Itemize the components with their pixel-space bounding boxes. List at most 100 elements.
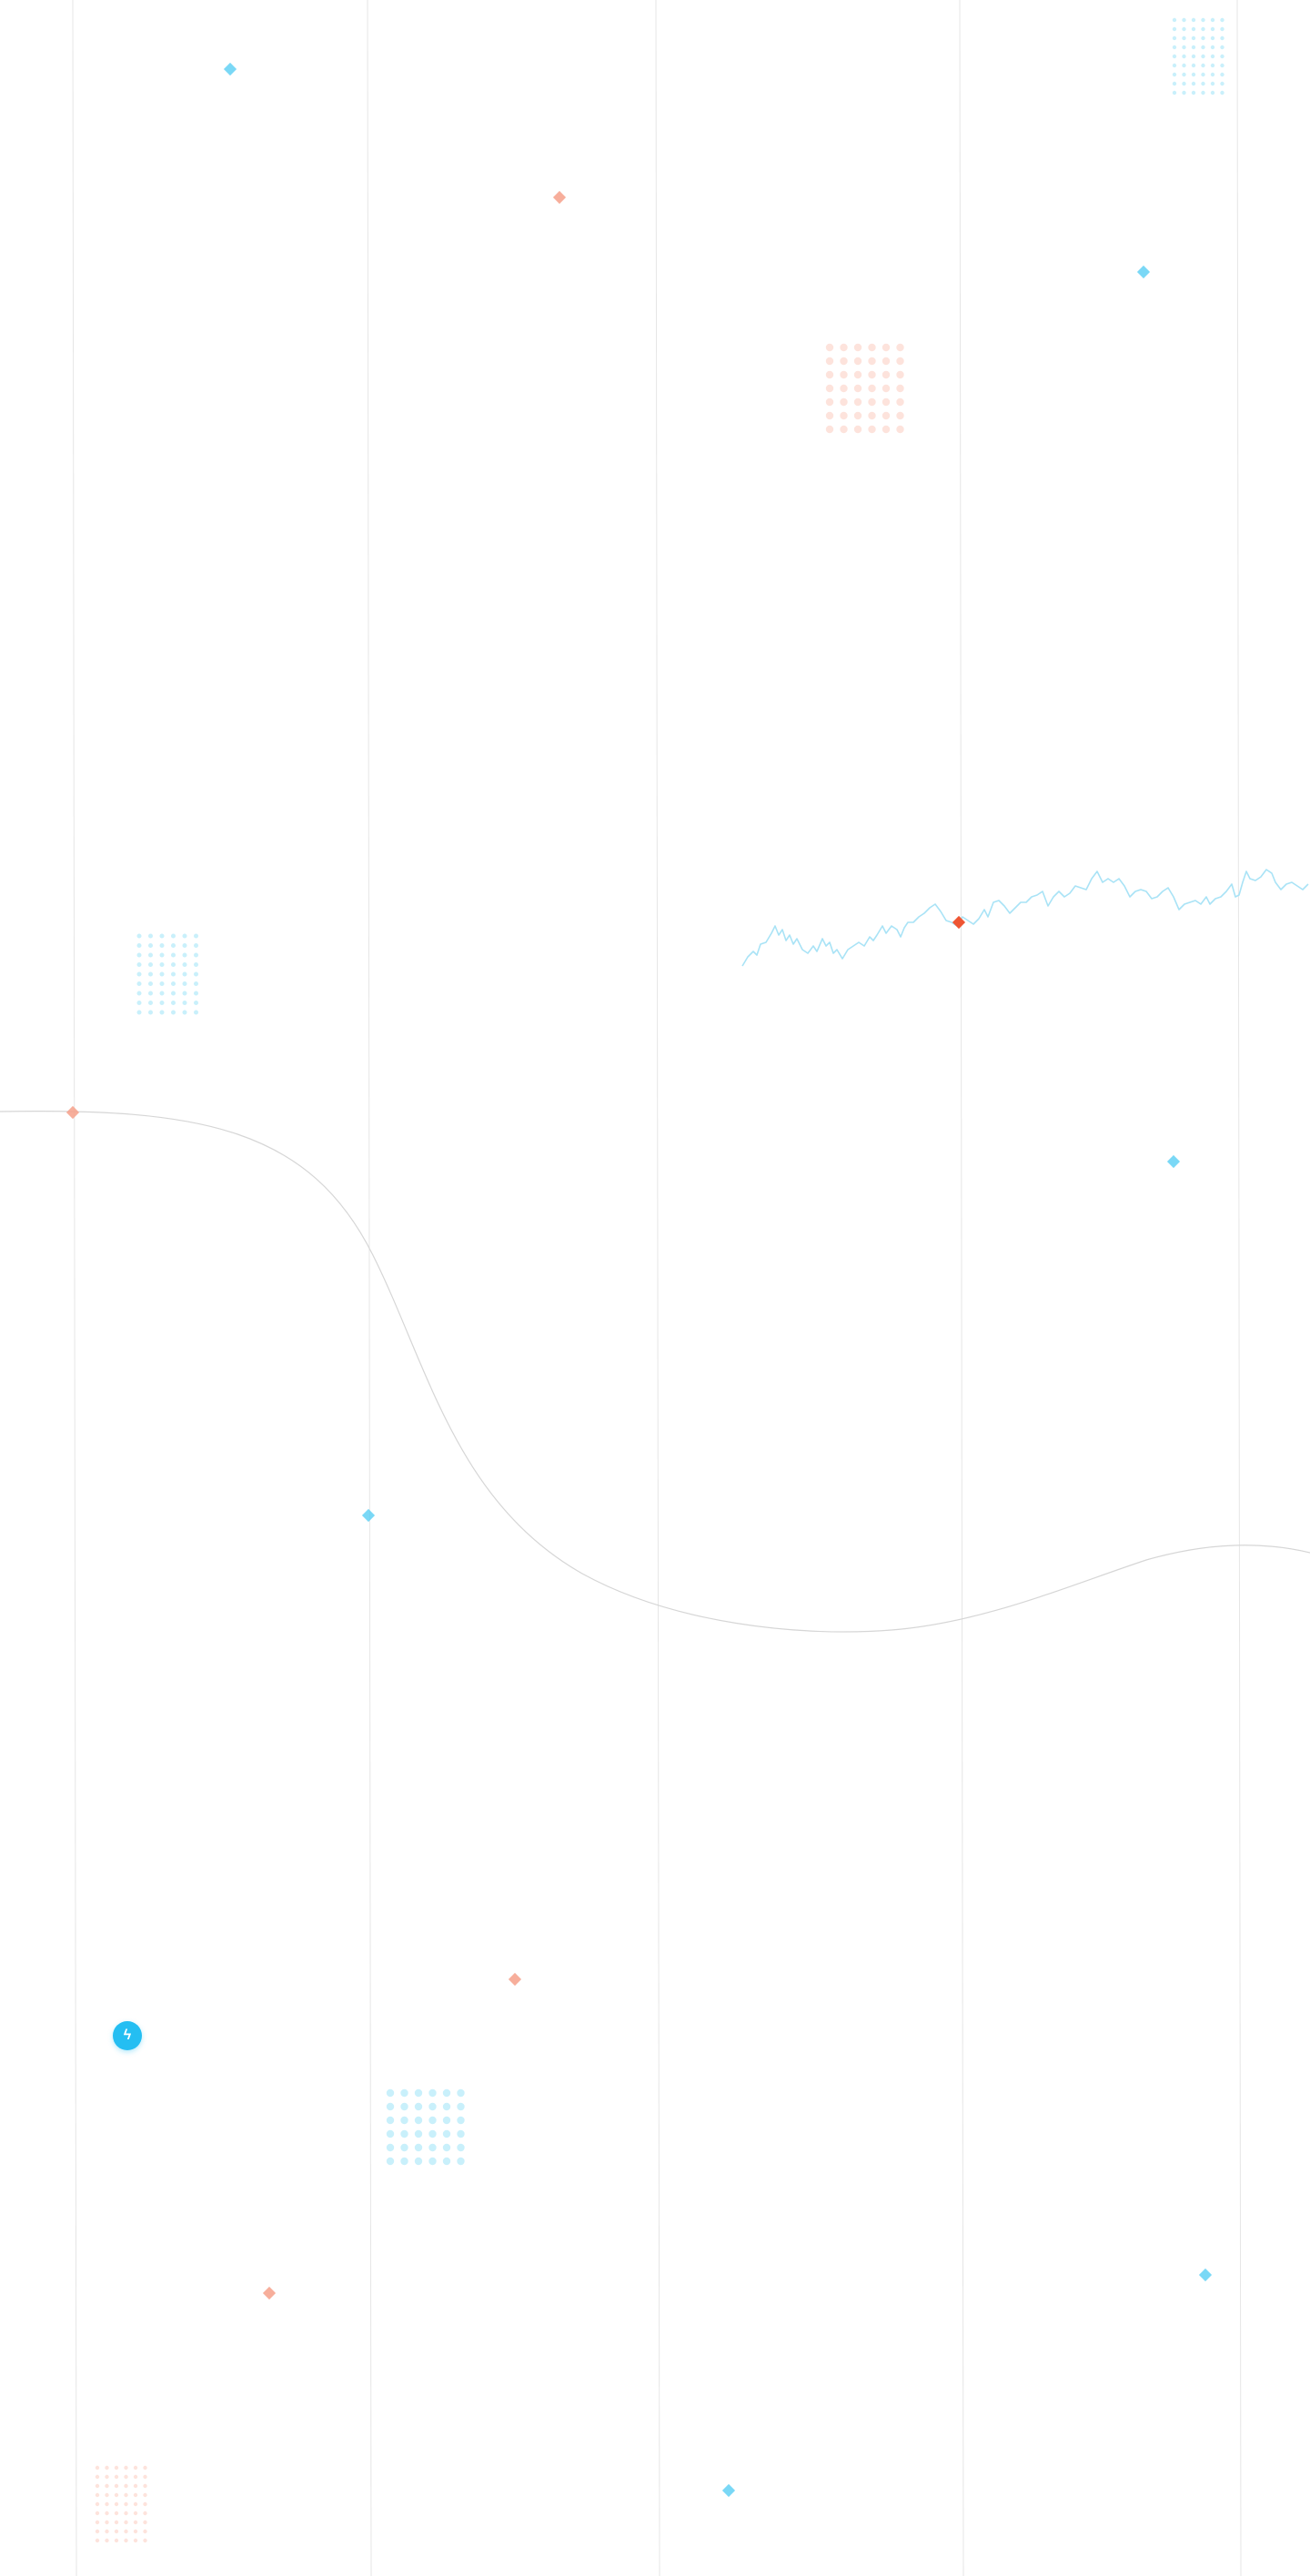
grid-dot: [442, 2116, 451, 2125]
grid-dot: [840, 411, 848, 420]
grid-dot: [840, 397, 848, 407]
grid-dot: [882, 397, 891, 407]
grid-dot: [171, 1001, 176, 1005]
grid-dot: [1220, 17, 1224, 23]
grid-dot: [1220, 90, 1224, 96]
grid-dot: [428, 2088, 437, 2098]
grid-dot: [386, 2088, 395, 2098]
grid-dot: [896, 357, 904, 366]
grid-dot: [896, 370, 904, 379]
grid-dot: [457, 2102, 465, 2111]
grid-dot: [442, 2088, 451, 2098]
grid-dot: [143, 2465, 147, 2470]
grid-dot: [1210, 45, 1215, 50]
grid-dot: [868, 397, 876, 407]
grid-dot: [159, 933, 165, 939]
grid-dot: [171, 952, 176, 958]
grid-dot: [194, 1010, 198, 1015]
grid-dot: [124, 2501, 128, 2507]
grid-dot: [1182, 35, 1186, 41]
grid-dot: [1201, 90, 1205, 96]
grid-dot: [182, 952, 187, 958]
grid-dot: [840, 357, 848, 366]
grid-dot: [428, 2157, 437, 2166]
grid-dot: [442, 2129, 451, 2138]
grid-dot: [148, 952, 153, 958]
grid-dot: [105, 2538, 109, 2543]
grid-dot: [148, 1001, 153, 1005]
grid-dot: [1191, 35, 1196, 41]
diamond-icon: [1166, 1154, 1181, 1169]
grid-dot: [1210, 81, 1215, 86]
grid-dot: [825, 411, 834, 420]
grid-dot: [114, 2483, 119, 2489]
grid-dot: [1220, 63, 1224, 68]
grid-dot: [457, 2129, 465, 2138]
grid-dot: [1220, 35, 1224, 41]
grid-dot: [95, 2483, 100, 2489]
grid-dot: [414, 2143, 423, 2152]
grid-dot: [1191, 17, 1196, 23]
grid-dot: [95, 2538, 100, 2543]
grid-dot: [457, 2157, 465, 2166]
grid-dot: [1182, 45, 1186, 50]
grid-dot: [171, 933, 176, 939]
grid-dot: [400, 2116, 408, 2125]
grid-dot: [1201, 26, 1205, 32]
grid-dot: [143, 2474, 147, 2480]
grid-dot: [840, 343, 848, 352]
grid-dot: [386, 2143, 395, 2152]
grid-dot: [148, 962, 153, 967]
grid-dot: [825, 384, 834, 393]
grid-dot: [1220, 81, 1224, 86]
grid-dot: [171, 991, 176, 996]
grid-dot: [882, 384, 891, 393]
grid-dot: [1191, 26, 1196, 32]
grid-dot: [825, 370, 834, 379]
guide-line: [959, 0, 964, 2576]
grid-dot: [400, 2157, 408, 2166]
guide-line: [1236, 0, 1242, 2576]
grid-dot: [148, 991, 153, 996]
grid-dot: [114, 2520, 119, 2525]
diamond-icon: [361, 1508, 376, 1523]
lightning-bolt-icon[interactable]: ϟ: [113, 2021, 142, 2050]
grid-dot: [868, 357, 876, 366]
grid-dot: [853, 370, 862, 379]
grid-dot: [143, 2511, 147, 2516]
grid-dot: [882, 370, 891, 379]
grid-dot: [182, 981, 187, 986]
grid-dot: [1172, 72, 1177, 77]
grid-dot: [159, 991, 165, 996]
grid-dot: [1220, 26, 1224, 32]
grid-dot: [105, 2501, 109, 2507]
grid-dot: [868, 411, 876, 420]
grid-dot: [143, 2538, 147, 2543]
grid-dot: [159, 1001, 165, 1005]
dot-grid-pattern: [95, 2465, 147, 2543]
grid-dot: [1210, 35, 1215, 41]
grid-dot: [182, 1010, 187, 1015]
grid-dot: [124, 2492, 128, 2498]
grid-dot: [1201, 63, 1205, 68]
diamond-icon: [552, 190, 567, 205]
grid-dot: [143, 2520, 147, 2525]
diamond-icon: [223, 62, 237, 76]
grid-dot: [171, 943, 176, 948]
grid-dot: [1182, 54, 1186, 59]
grid-dot: [882, 425, 891, 434]
grid-dot: [1172, 45, 1177, 50]
grid-dot: [95, 2492, 100, 2498]
grid-dot: [1201, 17, 1205, 23]
grid-dot: [1210, 26, 1215, 32]
grid-dot: [1172, 90, 1177, 96]
grid-dot: [114, 2474, 119, 2480]
grid-dot: [414, 2116, 423, 2125]
grid-dot: [1172, 63, 1177, 68]
grid-dot: [136, 1001, 142, 1005]
grid-dot: [148, 1010, 153, 1015]
grid-dot: [1201, 45, 1205, 50]
grid-dot: [171, 971, 176, 977]
grid-dot: [442, 2143, 451, 2152]
grid-dot: [95, 2501, 100, 2507]
